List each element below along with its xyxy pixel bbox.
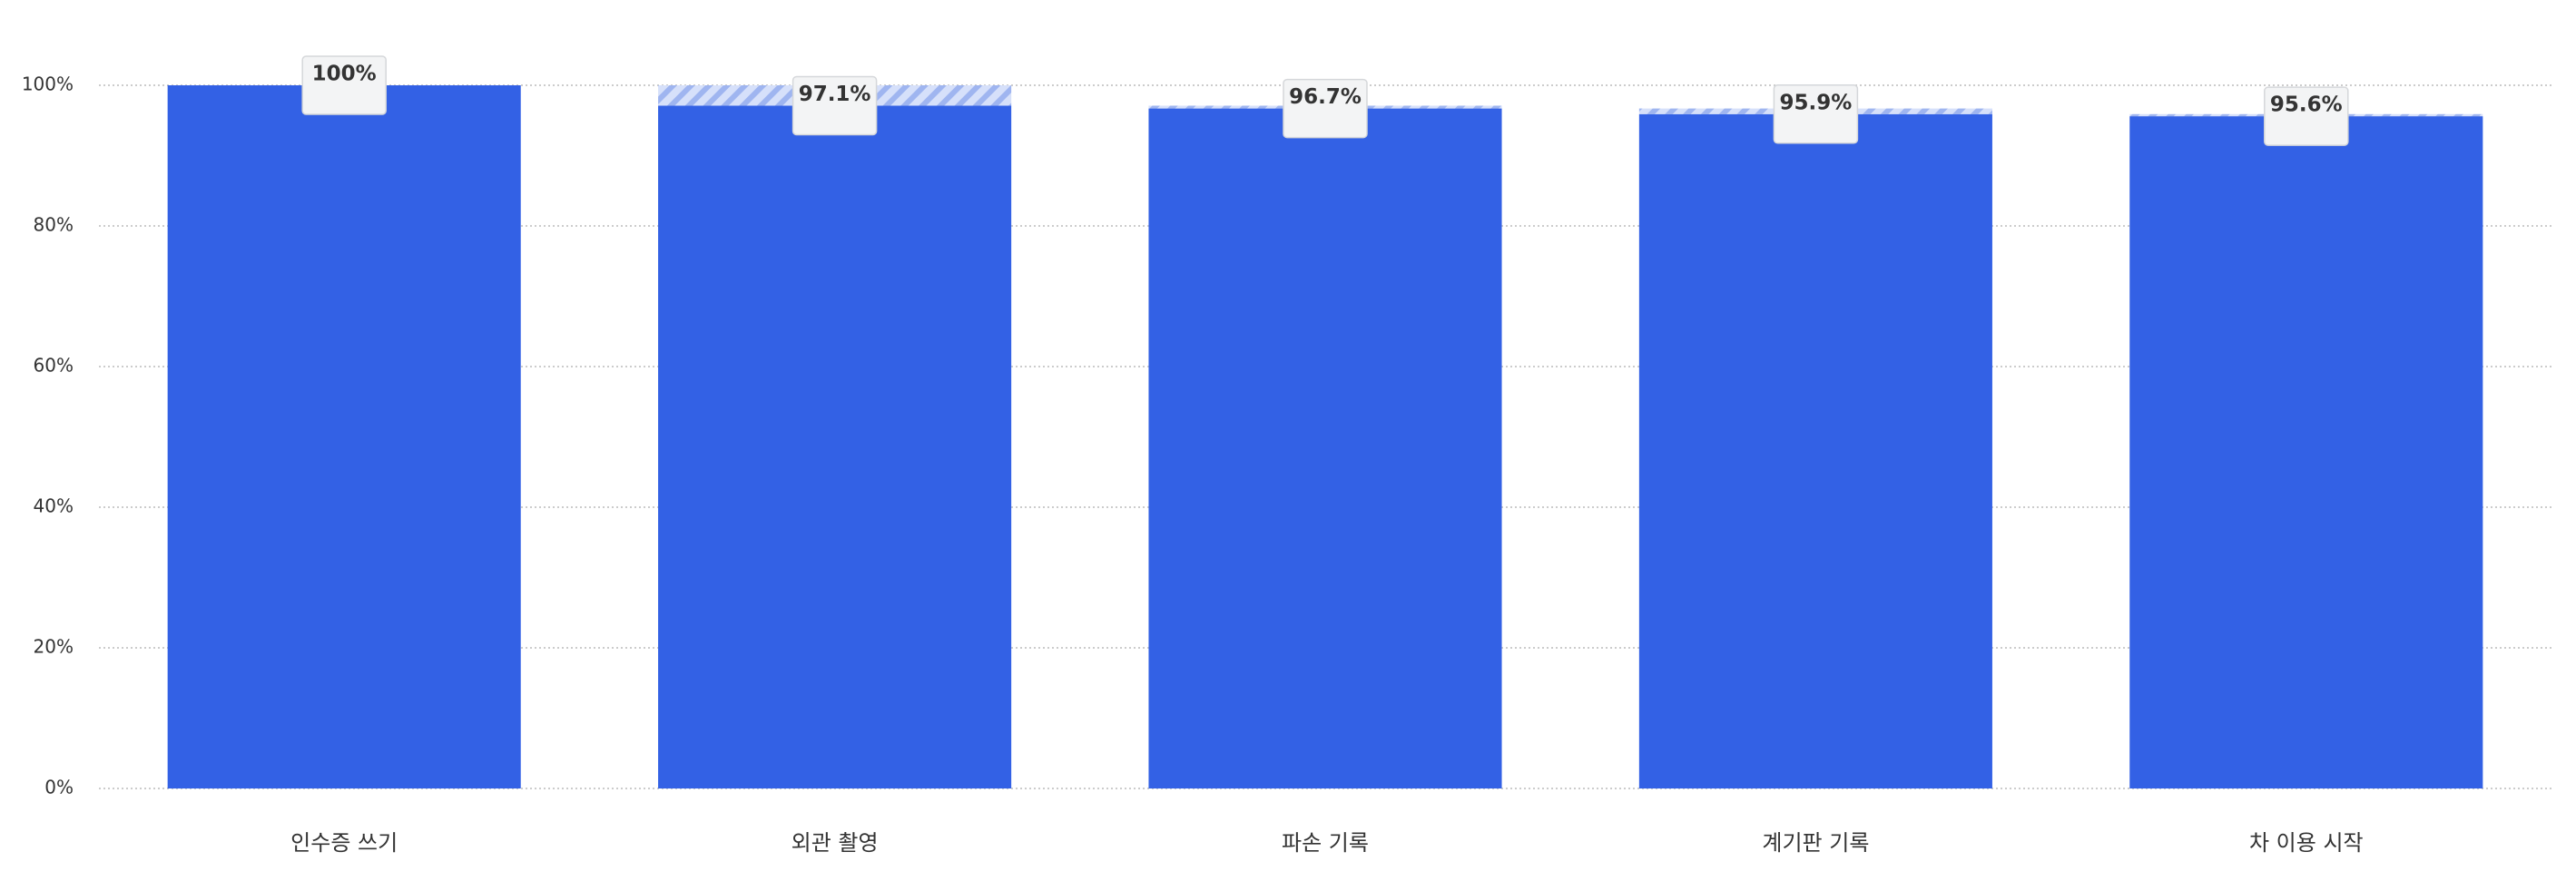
value-label: 97.1% — [799, 83, 871, 106]
x-tick-label: 파손 기록 — [1282, 830, 1369, 856]
value-label: 95.6% — [2270, 93, 2343, 117]
y-tick-label: 100% — [22, 73, 74, 95]
value-label-box — [2264, 86, 2349, 146]
y-tick-label: 40% — [34, 495, 74, 517]
bar — [658, 105, 1012, 789]
bar — [1638, 113, 1992, 788]
value-label: 100% — [312, 63, 377, 86]
value-label-box — [1773, 84, 1859, 144]
x-tick-label: 외관 촬영 — [791, 830, 879, 856]
bar — [2129, 116, 2483, 789]
value-label: 95.9% — [1780, 91, 1853, 114]
x-tick-label: 계기판 기록 — [1762, 830, 1869, 856]
value-label-box — [1283, 78, 1368, 139]
y-tick-label: 20% — [34, 636, 74, 658]
y-tick-label: 0% — [44, 777, 74, 798]
value-label-box — [301, 55, 387, 115]
x-tick-label: 인수증 쓰기 — [290, 830, 398, 856]
value-label-box — [791, 75, 878, 136]
value-label: 96.7% — [1289, 85, 1362, 109]
bar — [167, 85, 521, 788]
bar — [1148, 108, 1502, 788]
x-tick-label: 차 이용 시작 — [2249, 830, 2364, 856]
y-tick-label: 60% — [34, 355, 74, 377]
y-tick-label: 80% — [34, 214, 74, 236]
